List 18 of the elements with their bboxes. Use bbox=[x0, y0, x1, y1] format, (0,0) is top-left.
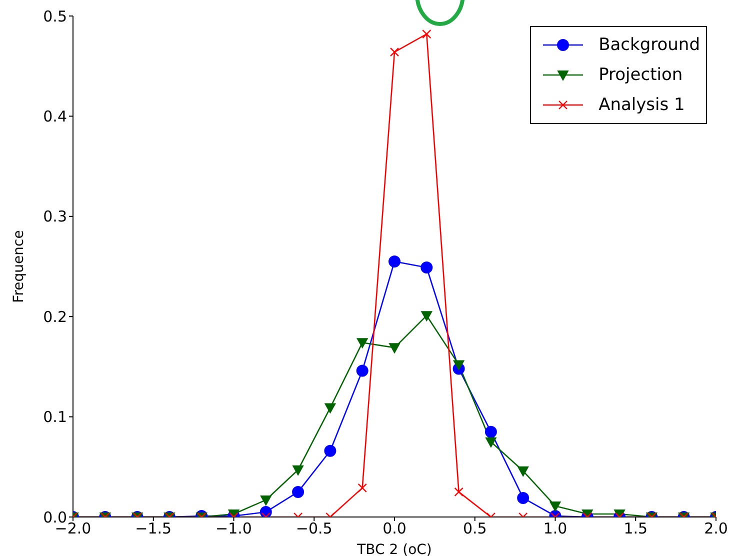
y-tick-label: 0.4 bbox=[43, 108, 67, 126]
y-axis-title: Frequence bbox=[10, 230, 27, 303]
x-tick-label: 0.0 bbox=[382, 520, 406, 538]
x-tick-label: 0.5 bbox=[462, 520, 487, 538]
y-tick-label: 0.1 bbox=[43, 408, 67, 426]
x-tick-label: 1.5 bbox=[624, 520, 648, 538]
x-tick-label: −1.5 bbox=[135, 520, 172, 538]
y-tick-label: 0.3 bbox=[43, 208, 67, 226]
legend-label: Analysis 1 bbox=[598, 95, 685, 115]
x-axis-title: TBC 2 (oC) bbox=[356, 542, 432, 558]
x-tick-label: 2.0 bbox=[704, 520, 728, 538]
y-tick-label: 0.2 bbox=[43, 308, 67, 326]
legend-label: Background bbox=[598, 35, 700, 55]
x-tick-label: −0.5 bbox=[296, 520, 332, 538]
x-tick-label: 1.0 bbox=[543, 520, 568, 538]
legend-label: Projection bbox=[598, 65, 683, 85]
x-tick-label: −1.0 bbox=[216, 520, 252, 538]
y-tick-label: 0.5 bbox=[43, 7, 67, 26]
